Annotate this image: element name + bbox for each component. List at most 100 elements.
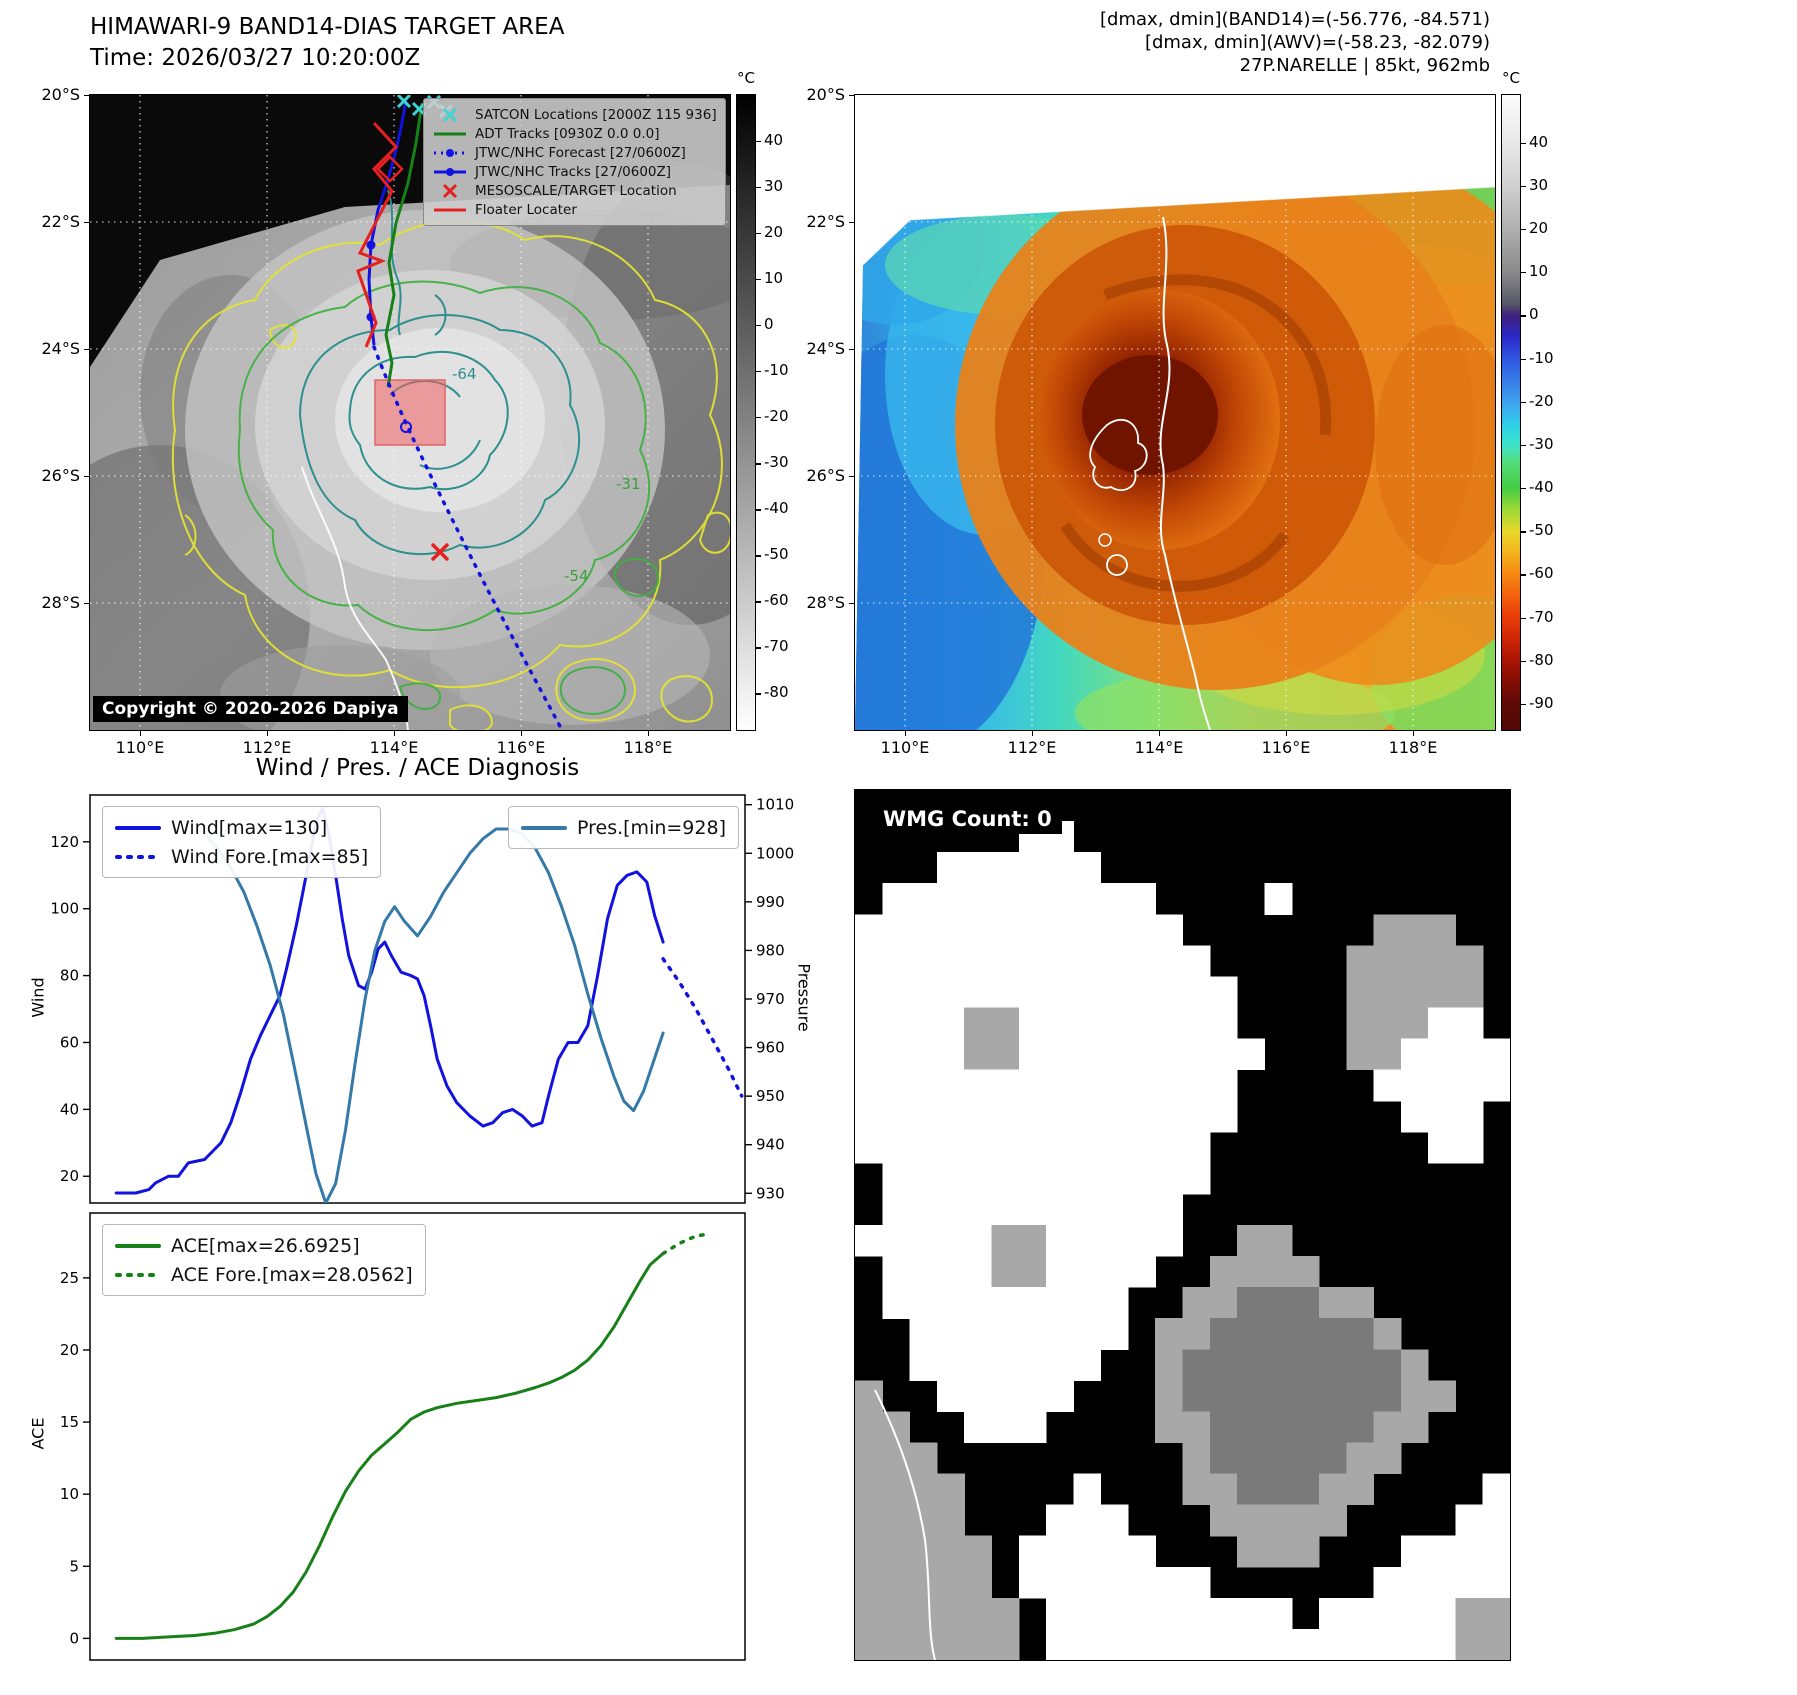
svg-text:1010: 1010 (756, 796, 794, 814)
dmax-awv: [dmax, dmin](AWV)=(-58.23, -82.079) (1144, 32, 1490, 53)
lon-tick-label: 112°E (242, 738, 292, 757)
colorbar-tickmark (1520, 488, 1526, 490)
legend-label: ACE Fore.[max=28.0562] (171, 1263, 413, 1286)
colorbar-tick-label: -90 (1529, 694, 1554, 713)
lon-tickmark (905, 730, 907, 736)
svg-text:5: 5 (69, 1557, 79, 1575)
legend-label: Floater Locater (475, 201, 577, 218)
colorbar-tick-label: -40 (764, 499, 789, 518)
colorbar-tickmark (1520, 617, 1526, 620)
colorbar-tickmark (1520, 315, 1526, 317)
lon-tick-label: 118°E (1388, 738, 1438, 757)
lat-tickmark (849, 222, 855, 224)
legend-row: MESOSCALE/TARGET Location (432, 181, 717, 200)
legend-row: SATCON Locations [2000Z 115 936] (432, 105, 717, 124)
band14-map-legend: SATCON Locations [2000Z 115 936] ADT Trac… (423, 98, 726, 226)
colorbar-tick-label: -50 (764, 545, 789, 564)
svg-text:60: 60 (60, 1033, 79, 1051)
lon-tickmark (394, 730, 396, 736)
colorbar-tick-label: -60 (764, 591, 789, 610)
legend-row: Floater Locater (432, 200, 717, 219)
colorbar-tickmark (1520, 228, 1526, 231)
colorbar-tickmark (1520, 185, 1526, 188)
wind-pressure-chart: 20 40 60 80 100 120 930 940 950 960 970 980 990 1000 1… (50, 794, 794, 1204)
svg-text:0: 0 (69, 1629, 79, 1647)
lon-tickmark (1032, 730, 1034, 736)
adt-track (384, 102, 424, 388)
legend-row: JTWC/NHC Forecast [27/0600Z] (432, 143, 717, 162)
colorbar-tick-label: -10 (764, 361, 789, 380)
lon-tick-label: 114°E (1134, 738, 1184, 757)
svg-text:100: 100 (50, 900, 79, 918)
contour-label-54: -54 (564, 567, 589, 585)
colorbar-tick-label: 40 (764, 131, 784, 149)
coastline (1089, 216, 1211, 730)
wind-axis-title: Wind (28, 977, 48, 1018)
legend-label: ACE[max=26.6925] (171, 1234, 360, 1257)
colorbar-tickmark (755, 693, 761, 695)
colorbar-tickmark (755, 371, 761, 373)
lon-tickmark (648, 730, 650, 736)
legend-row: Wind Fore.[max=85] (115, 842, 368, 871)
colorbar-tick-label: -70 (1529, 607, 1554, 626)
line-marker-icon (434, 132, 466, 135)
colorbar-unit: °C (1502, 69, 1520, 87)
svg-text:990: 990 (756, 893, 785, 911)
colorbar-tickmark (755, 325, 761, 327)
colorbar-tick-label: -70 (764, 637, 789, 656)
lon-tick-label: 116°E (496, 738, 546, 757)
colorbar-tick-label: -80 (1529, 650, 1554, 669)
svg-text:20: 20 (60, 1341, 79, 1359)
jtwc-forecast-track (372, 345, 564, 730)
line-marker-icon (434, 208, 466, 211)
line-marker-icon (115, 854, 161, 859)
lat-tickmark (849, 603, 855, 605)
band14-title-line1: HIMAWARI-9 BAND14-DIAS TARGET AREA (90, 14, 565, 40)
colorbar-tick-label: -20 (1529, 391, 1554, 410)
legend-label: JTWC/NHC Forecast [27/0600Z] (475, 144, 686, 161)
lat-tickmark (849, 95, 855, 97)
lon-tick-label: 110°E (115, 738, 165, 757)
svg-text:960: 960 (756, 1039, 785, 1057)
colorbar-tickmark (755, 187, 761, 189)
coastline (301, 466, 409, 730)
awv-map-panel (854, 94, 1496, 731)
colorbar-tick-label: -20 (764, 407, 789, 426)
lon-tickmark (1286, 730, 1288, 736)
colorbar-tick-label: -30 (1529, 434, 1554, 453)
lat-tick-label: 22°S (806, 212, 845, 231)
mesoscale-target-box (374, 379, 446, 446)
colorbar-tick-label: 0 (764, 315, 774, 334)
colorbar-tickmark (755, 509, 761, 511)
chart-series (114, 1232, 711, 1640)
green-contours (237, 280, 660, 715)
lat-tickmark (84, 349, 90, 351)
svg-text:970: 970 (756, 990, 785, 1008)
colorbar-tick-label: 10 (764, 269, 784, 288)
lat-tick-label: 24°S (41, 339, 80, 358)
lat-tickmark (84, 603, 90, 605)
svg-text:20: 20 (60, 1167, 79, 1185)
band14-colorbar (736, 94, 756, 731)
lon-tickmark (267, 730, 269, 736)
svg-text:940: 940 (756, 1136, 785, 1154)
line-marker-icon (115, 825, 161, 830)
lat-tickmark (849, 349, 855, 351)
line-marker-icon (521, 825, 567, 830)
x-marker-icon (442, 183, 458, 198)
colorbar-tick-label: -30 (764, 453, 789, 472)
wmg-panel: WMG Count: 0 (854, 789, 1511, 1661)
map-gridlines (855, 95, 1495, 730)
legend-row: ACE[max=26.6925] (115, 1231, 413, 1260)
floater-track (356, 121, 404, 348)
svg-text:980: 980 (756, 941, 785, 959)
contour-label-64: -64 (452, 365, 477, 383)
storm-info: [dmax, dmin](BAND14)=(-56.776, -84.571)[… (1100, 8, 1490, 77)
lat-tick-label: 24°S (806, 339, 845, 358)
yellow-contours (171, 220, 730, 730)
colorbar-tickmark (755, 417, 761, 419)
colorbar-tickmark (755, 279, 761, 281)
colorbar-tickmark (1520, 660, 1526, 663)
line-marker-icon (115, 1272, 161, 1277)
